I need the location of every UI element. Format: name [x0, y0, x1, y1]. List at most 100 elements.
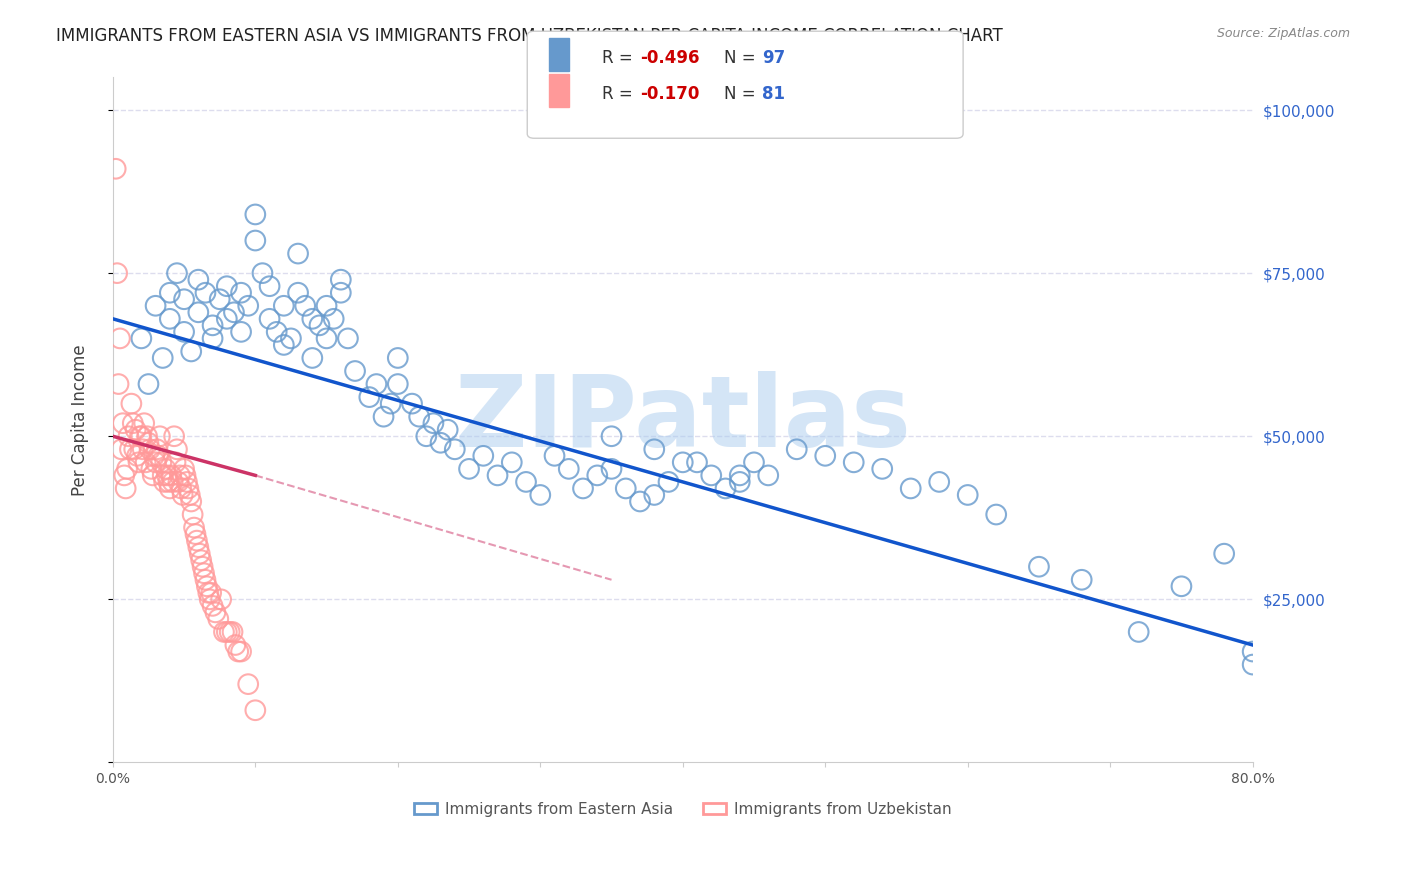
Point [870, 462, 893, 476]
Point [600, 429, 623, 443]
Point [322, 311, 344, 326]
Point [900, 482, 922, 496]
Point [132, 442, 155, 457]
Point [200, 586, 222, 600]
Point [173, 325, 195, 339]
Point [614, 482, 637, 496]
Point [259, 279, 281, 293]
Point [928, 475, 950, 489]
Point [194, 573, 217, 587]
Point [572, 482, 595, 496]
Point [842, 455, 865, 469]
Point [180, 344, 202, 359]
Point [141, 462, 163, 476]
Point [273, 299, 295, 313]
Point [145, 455, 167, 469]
Point [226, 644, 249, 658]
Point [112, 468, 135, 483]
Point [287, 246, 309, 260]
Point [183, 520, 205, 534]
Text: N =: N = [724, 49, 761, 67]
Point [245, 234, 267, 248]
Point [686, 455, 709, 469]
Point [107, 377, 129, 392]
Point [586, 468, 609, 483]
Text: Source: ZipAtlas.com: Source: ZipAtlas.com [1216, 27, 1350, 40]
Point [115, 462, 138, 476]
Point [301, 311, 323, 326]
Point [159, 482, 181, 496]
Point [191, 559, 214, 574]
Point [138, 377, 160, 392]
Point [558, 462, 581, 476]
Point [201, 599, 224, 613]
Point [177, 482, 200, 496]
Point [329, 273, 352, 287]
Point [131, 429, 153, 443]
Point [129, 429, 152, 443]
Point [159, 285, 181, 300]
Point [162, 475, 184, 489]
Point [373, 409, 395, 424]
Point [138, 435, 160, 450]
Point [215, 624, 238, 639]
Point [443, 442, 465, 457]
Point [155, 462, 177, 476]
Point [218, 624, 240, 639]
Point [195, 579, 218, 593]
Point [756, 468, 779, 483]
Text: 81: 81 [762, 85, 785, 103]
Point [728, 475, 751, 489]
Point [266, 325, 288, 339]
Point [159, 311, 181, 326]
Point [1241, 644, 1264, 658]
Point [204, 606, 226, 620]
Point [222, 305, 245, 319]
Point [728, 468, 751, 483]
Point [173, 462, 195, 476]
Point [215, 279, 238, 293]
Text: 97: 97 [762, 49, 786, 67]
Point [336, 331, 359, 345]
Point [380, 396, 402, 410]
Point [146, 442, 169, 457]
Point [153, 475, 176, 489]
Point [148, 449, 170, 463]
Point [215, 311, 238, 326]
Point [252, 266, 274, 280]
Point [229, 285, 252, 300]
Point [110, 442, 132, 457]
Point [193, 566, 215, 581]
Point [408, 409, 430, 424]
Point [956, 488, 979, 502]
Point [301, 351, 323, 365]
Point [245, 207, 267, 221]
Point [224, 638, 246, 652]
Point [169, 468, 191, 483]
Point [198, 592, 221, 607]
Point [387, 351, 409, 365]
Point [157, 475, 180, 489]
Point [131, 331, 153, 345]
Point [344, 364, 367, 378]
Point [415, 429, 437, 443]
Point [152, 351, 174, 365]
Point [186, 533, 208, 548]
Point [1028, 559, 1050, 574]
Point [643, 488, 665, 502]
Point [1241, 657, 1264, 672]
Point [366, 377, 388, 392]
Point [166, 266, 188, 280]
Text: -0.170: -0.170 [640, 85, 699, 103]
Point [201, 318, 224, 333]
Point [287, 285, 309, 300]
Point [1128, 624, 1150, 639]
Point [986, 508, 1008, 522]
Point [329, 285, 352, 300]
Point [308, 318, 330, 333]
Text: IMMIGRANTS FROM EASTERN ASIA VS IMMIGRANTS FROM UZBEKISTAN PER CAPITA INCOME COR: IMMIGRANTS FROM EASTERN ASIA VS IMMIGRAN… [56, 27, 1002, 45]
Point [187, 540, 209, 554]
Point [165, 455, 187, 469]
Point [714, 482, 737, 496]
Point [643, 442, 665, 457]
